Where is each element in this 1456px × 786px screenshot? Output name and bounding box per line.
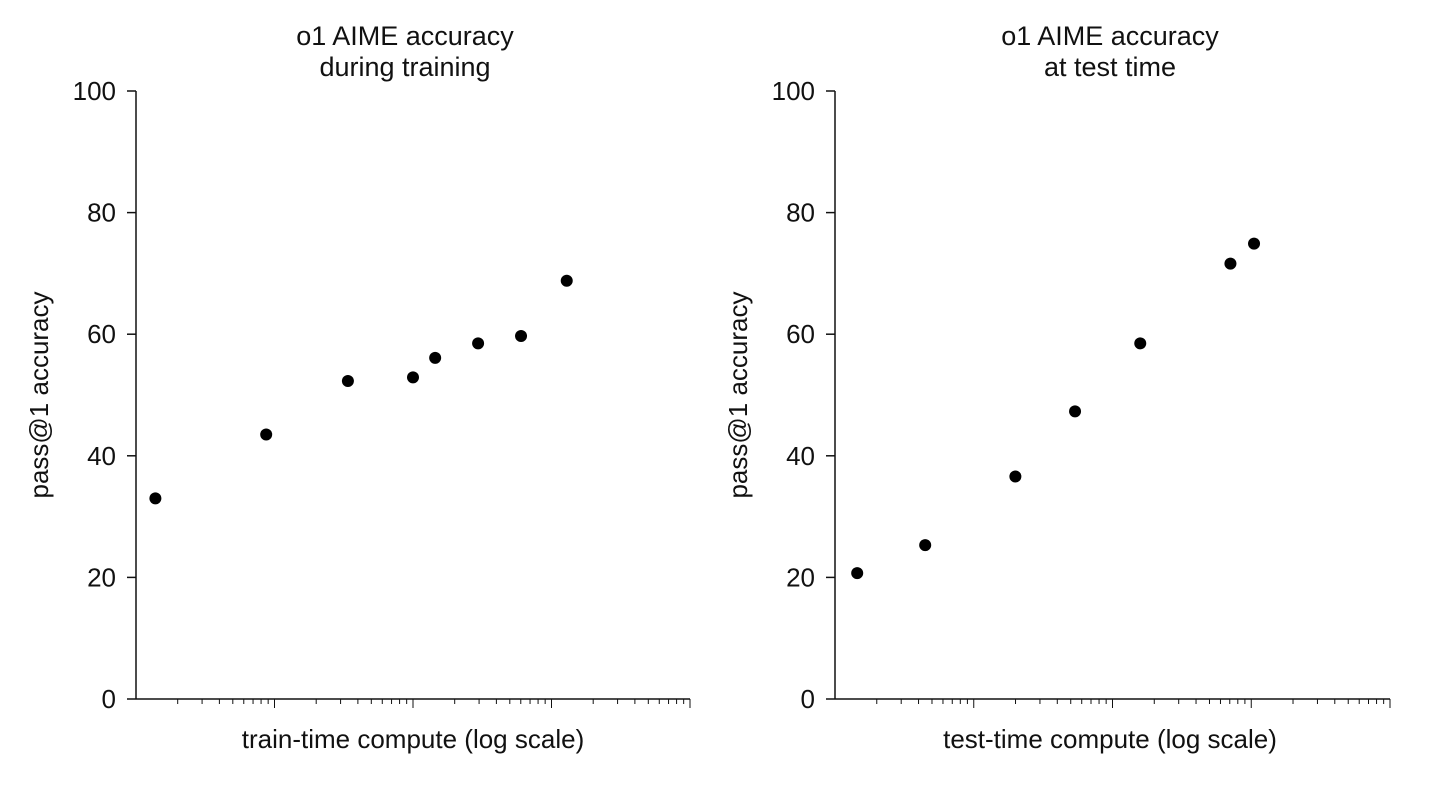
- y-axis-label: pass@1 accuracy: [24, 291, 54, 498]
- y-tick-label: 40: [87, 441, 116, 471]
- data-point: [1224, 257, 1237, 270]
- chart-title-line-2: during training: [319, 52, 490, 82]
- x-axis-label: train-time compute (log scale): [242, 724, 584, 754]
- y-tick-label: 80: [786, 198, 815, 228]
- data-point: [1069, 405, 1082, 418]
- y-tick-label: 20: [786, 562, 815, 592]
- data-point: [1134, 337, 1147, 350]
- y-tick-label: 80: [87, 198, 116, 228]
- data-point: [560, 274, 573, 287]
- y-tick-label: 60: [87, 319, 116, 349]
- x-axis-label: test-time compute (log scale): [943, 724, 1277, 754]
- chart-title-line-2: at test time: [1044, 52, 1176, 82]
- data-point: [341, 375, 354, 388]
- y-tick-label: 100: [73, 76, 116, 106]
- data-point: [1248, 237, 1261, 250]
- data-point: [429, 351, 442, 364]
- y-tick-label: 60: [786, 319, 815, 349]
- data-point: [407, 371, 419, 384]
- data-point: [919, 539, 932, 552]
- y-tick-label: 20: [87, 562, 116, 592]
- chart-title-line-1: o1 AIME accuracy: [296, 21, 514, 51]
- data-point: [149, 492, 162, 505]
- y-tick-label: 100: [772, 76, 815, 106]
- y-tick-label: 0: [801, 684, 815, 714]
- y-tick-label: 0: [102, 684, 116, 714]
- data-point: [1009, 470, 1022, 483]
- data-point: [851, 567, 864, 580]
- data-point: [260, 428, 273, 441]
- y-tick-label: 40: [786, 441, 815, 471]
- y-axis-label: pass@1 accuracy: [723, 291, 753, 498]
- chart-title-line-1: o1 AIME accuracy: [1001, 21, 1219, 51]
- data-point: [472, 337, 485, 350]
- data-point: [515, 330, 528, 343]
